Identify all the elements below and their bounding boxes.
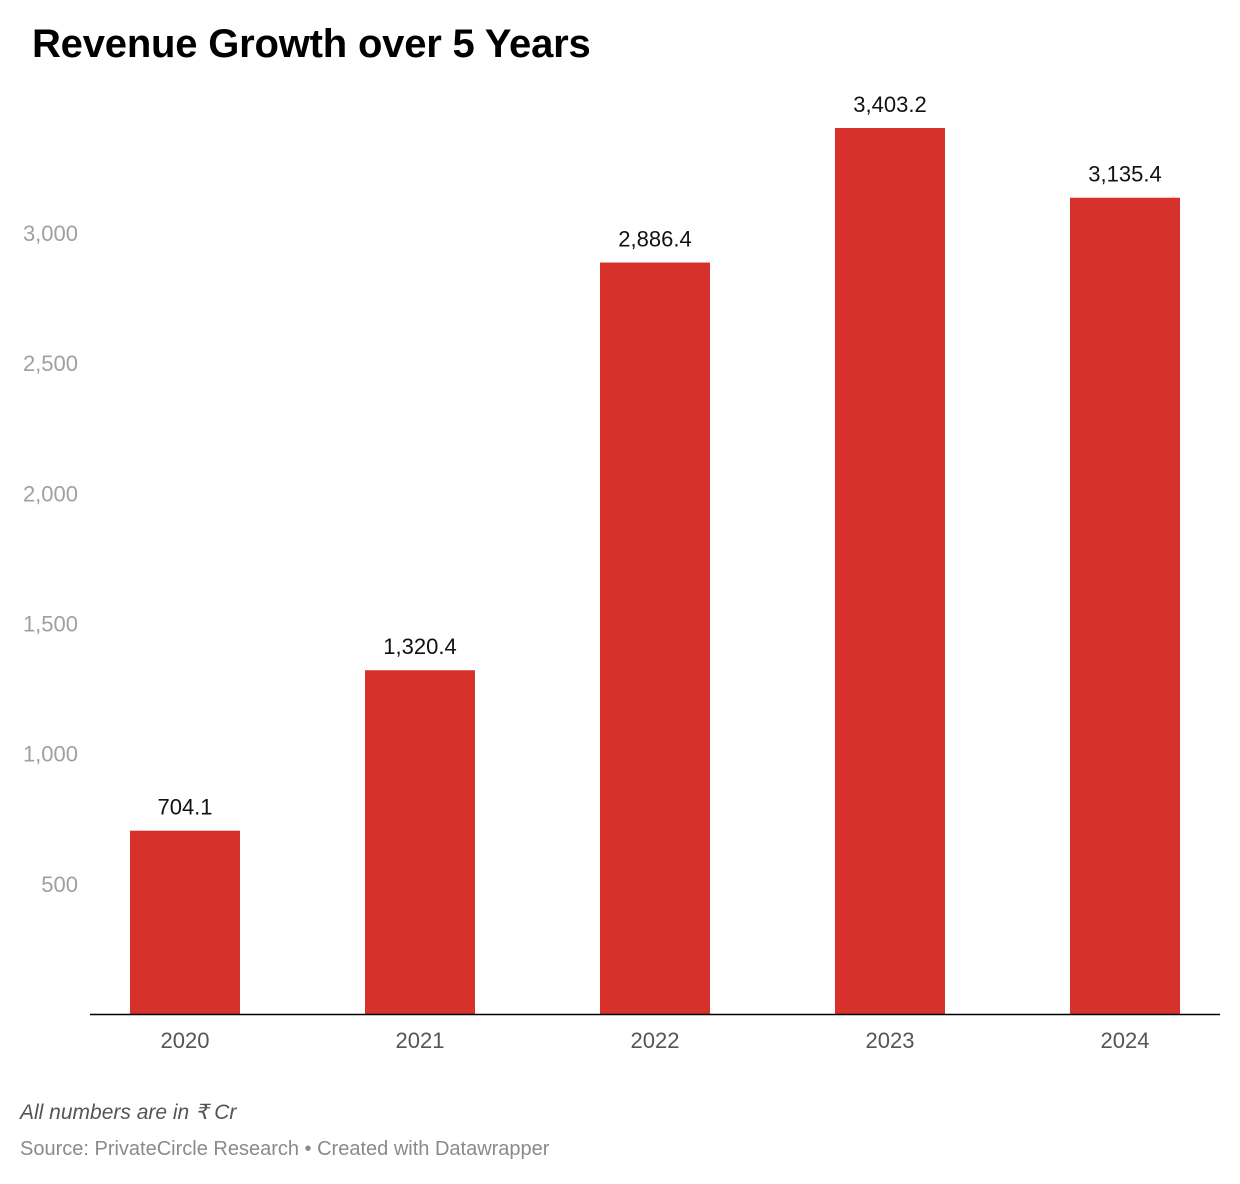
bar-2021 xyxy=(365,670,475,1014)
chart-title: Revenue Growth over 5 Years xyxy=(32,22,591,66)
data-label-2023: 3,403.2 xyxy=(853,92,926,117)
bars xyxy=(130,128,1180,1014)
y-tick-label: 1,000 xyxy=(23,742,78,767)
x-tick-label-2024: 2024 xyxy=(1101,1028,1150,1053)
x-tick-label-2020: 2020 xyxy=(161,1028,210,1053)
bar-2020 xyxy=(130,830,240,1014)
bar-2024 xyxy=(1070,197,1180,1014)
y-tick-label: 500 xyxy=(41,872,78,897)
x-axis-ticks: 2020 2021 2022 2023 2024 xyxy=(161,1028,1150,1053)
bar-chart: 500 1,000 1,500 2,000 2,500 3,000 704.1 1,320.… xyxy=(23,92,1220,1053)
x-tick-label-2023: 2023 xyxy=(866,1028,915,1053)
x-tick-label-2022: 2022 xyxy=(631,1028,680,1053)
x-tick-label-2021: 2021 xyxy=(396,1028,445,1053)
data-labels: 704.1 1,320.4 2,886.4 3,403.2 3,135.4 xyxy=(157,92,1161,820)
y-tick-label: 2,500 xyxy=(23,351,78,376)
data-label-2020: 704.1 xyxy=(157,795,212,820)
y-tick-label: 1,500 xyxy=(23,611,78,636)
data-label-2021: 1,320.4 xyxy=(383,634,456,659)
y-axis-ticks: 500 1,000 1,500 2,000 2,500 3,000 xyxy=(23,221,78,897)
y-tick-label: 3,000 xyxy=(23,221,78,246)
units-note: All numbers are in ₹ Cr xyxy=(20,1101,237,1124)
bar-2022 xyxy=(600,262,710,1014)
source-footer: Source: PrivateCircle Research • Created… xyxy=(20,1138,550,1160)
bar-2023 xyxy=(835,128,945,1014)
data-label-2022: 2,886.4 xyxy=(618,227,691,252)
y-tick-label: 2,000 xyxy=(23,481,78,506)
data-label-2024: 3,135.4 xyxy=(1088,162,1161,187)
